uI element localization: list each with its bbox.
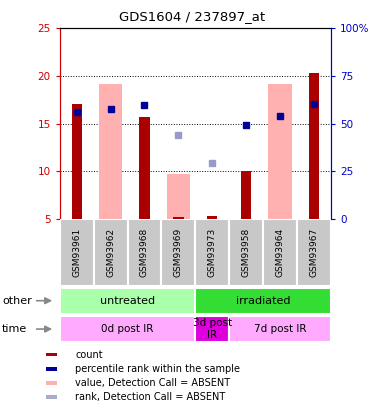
Bar [195, 219, 229, 286]
Bar [173, 217, 184, 219]
Text: other: other [2, 296, 32, 306]
Text: value, Detection Call = ABSENT: value, Detection Call = ABSENT [75, 378, 231, 388]
Text: GSM93969: GSM93969 [174, 228, 183, 277]
Bar [207, 216, 218, 219]
Bar [72, 104, 82, 219]
Text: untreated: untreated [100, 296, 155, 306]
Text: rank, Detection Call = ABSENT: rank, Detection Call = ABSENT [75, 392, 226, 402]
Text: 3d post
IR: 3d post IR [193, 318, 232, 340]
Bar [263, 219, 297, 286]
Bar [60, 288, 195, 314]
Text: percentile rank within the sample: percentile rank within the sample [75, 364, 240, 374]
Bar [46, 381, 57, 385]
Bar [309, 73, 319, 219]
Text: GSM93964: GSM93964 [276, 228, 285, 277]
Bar [46, 367, 57, 371]
Bar [161, 219, 195, 286]
Bar [297, 219, 331, 286]
Text: GSM93973: GSM93973 [208, 228, 217, 277]
Text: irradiated: irradiated [236, 296, 291, 306]
Bar [139, 117, 150, 219]
Text: 0d post IR: 0d post IR [101, 324, 154, 334]
Text: count: count [75, 350, 103, 360]
Bar [60, 219, 94, 286]
Bar [268, 83, 292, 219]
Bar [195, 288, 331, 314]
Text: GSM93962: GSM93962 [106, 228, 115, 277]
Bar [195, 316, 229, 342]
Bar [241, 171, 251, 219]
Bar [229, 219, 263, 286]
Bar [46, 395, 57, 399]
Text: GSM93961: GSM93961 [72, 228, 81, 277]
Bar [46, 353, 57, 356]
Bar [60, 316, 195, 342]
Bar [94, 219, 127, 286]
Bar [229, 316, 331, 342]
Text: GDS1604 / 237897_at: GDS1604 / 237897_at [119, 10, 266, 23]
Bar [167, 174, 190, 219]
Bar [99, 83, 122, 219]
Text: GSM93967: GSM93967 [310, 228, 319, 277]
Text: 7d post IR: 7d post IR [254, 324, 306, 334]
Text: time: time [2, 324, 27, 334]
Text: GSM93958: GSM93958 [242, 228, 251, 277]
Bar [127, 219, 161, 286]
Text: GSM93968: GSM93968 [140, 228, 149, 277]
